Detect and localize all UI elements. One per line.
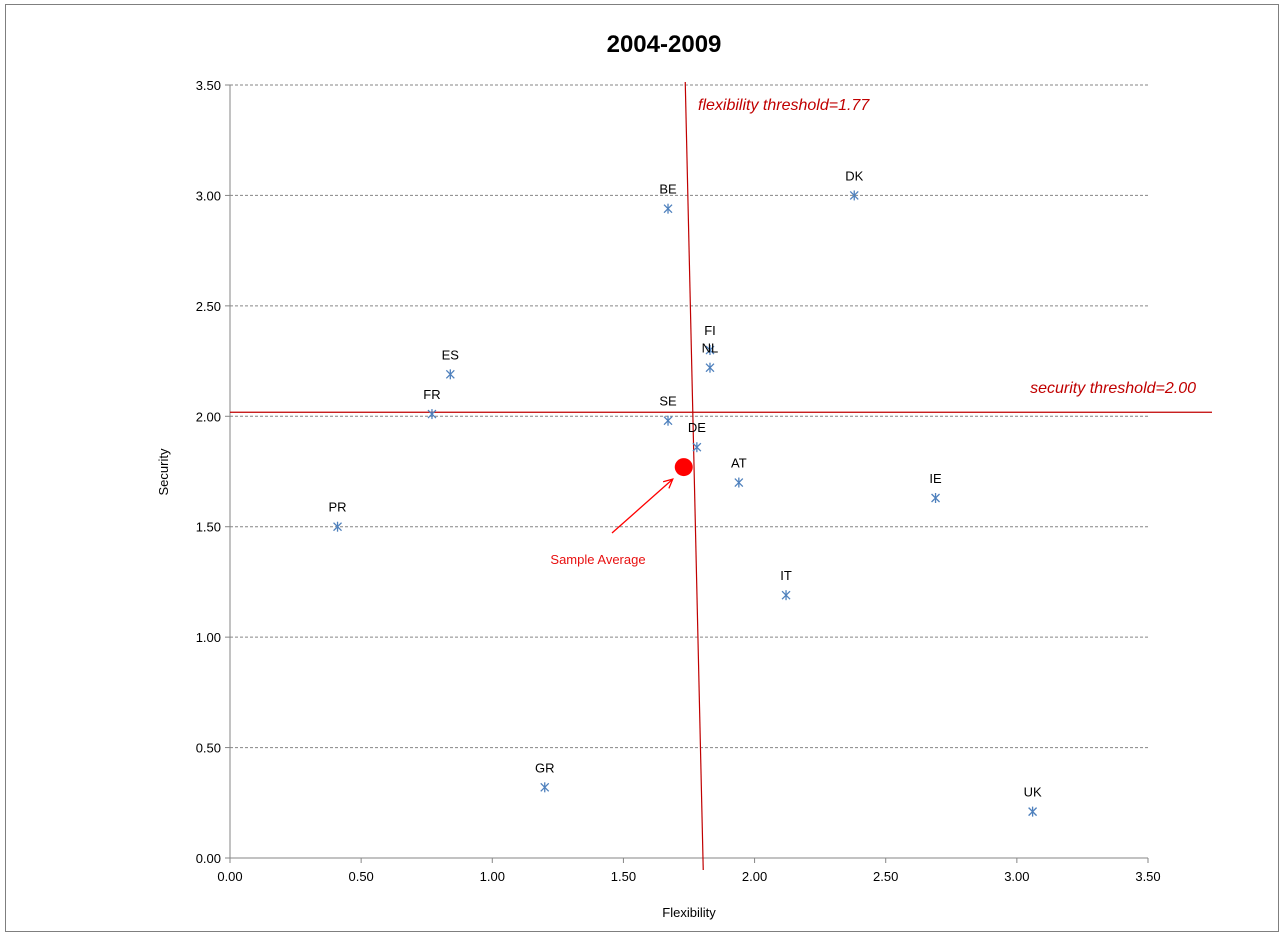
point-label-it: IT — [780, 568, 792, 583]
point-label-pr: PR — [329, 500, 347, 515]
point-pr: PR — [329, 500, 347, 532]
sample-average-label: Sample Average — [550, 552, 645, 567]
tick-labels: 0.00 0.50 1.00 1.50 2.00 2.50 3.00 3.50 0.00 0.50… — [196, 78, 1161, 884]
point-de: DE — [688, 420, 706, 453]
x-tick-label-7: 3.50 — [1135, 869, 1160, 884]
x-tick-label-6: 3.00 — [1004, 869, 1029, 884]
axes — [225, 84, 1149, 863]
security-threshold-label: security threshold=2.00 — [1030, 380, 1196, 397]
point-label-ie: IE — [929, 471, 942, 486]
x-tick-label-3: 1.50 — [611, 869, 636, 884]
point-label-at: AT — [731, 456, 747, 471]
point-it: IT — [780, 568, 792, 601]
y-axis-title: Security — [156, 448, 171, 495]
sample-average — [611, 458, 693, 534]
point-gr: GR — [535, 760, 555, 793]
point-fi: FI — [704, 323, 716, 356]
point-dk: DK — [845, 168, 864, 201]
point-at: AT — [731, 456, 747, 488]
point-nl: NL — [702, 341, 719, 373]
chart-frame — [5, 4, 1279, 932]
point-uk: UK — [1024, 785, 1042, 817]
sample-average-arrow — [611, 478, 674, 534]
point-ie: IE — [929, 471, 942, 504]
x-tick-label-0: 0.00 — [217, 869, 242, 884]
y-tick-label-5: 2.50 — [196, 299, 221, 314]
grid-lines — [230, 84, 1148, 749]
y-tick-label-3: 1.50 — [196, 520, 221, 535]
threshold-lines — [230, 81, 1212, 871]
y-tick-label-2: 1.00 — [196, 630, 221, 645]
point-fr: FR — [423, 387, 441, 420]
point-label-nl: NL — [702, 341, 719, 356]
point-label-es: ES — [442, 347, 460, 362]
x-axis-title: Flexibility — [662, 905, 716, 920]
point-label-be: BE — [659, 182, 677, 197]
y-tick-label-4: 2.00 — [196, 409, 221, 424]
y-tick-label-6: 3.00 — [196, 188, 221, 203]
point-be: BE — [659, 182, 677, 214]
point-se: SE — [659, 394, 677, 426]
y-tick-label-0: 0.00 — [196, 851, 221, 866]
point-label-de: DE — [688, 420, 706, 435]
x-tick-label-4: 2.00 — [742, 869, 767, 884]
sample-average-marker — [674, 458, 693, 477]
x-tick-label-2: 1.00 — [480, 869, 505, 884]
point-label-se: SE — [659, 394, 677, 409]
point-label-gr: GR — [535, 760, 555, 775]
point-es: ES — [442, 347, 460, 380]
sample-average-arrowhead — [662, 478, 674, 489]
flexibility-threshold-label: flexibility threshold=1.77 — [698, 97, 870, 114]
chart-title: 2004-2009 — [607, 31, 722, 58]
x-tick-label-5: 2.50 — [873, 869, 898, 884]
x-tick-label-1: 0.50 — [348, 869, 373, 884]
flexibility-threshold-line — [684, 81, 704, 871]
point-label-fr: FR — [423, 387, 440, 402]
y-tick-label-1: 0.50 — [196, 741, 221, 756]
point-label-fi: FI — [704, 323, 716, 338]
y-tick-label-7: 3.50 — [196, 78, 221, 93]
point-label-uk: UK — [1024, 785, 1042, 800]
data-points: BE DK FI NL ES FR SE DE AT IE PR IT GR UK — [329, 168, 1042, 817]
point-label-dk: DK — [845, 168, 863, 183]
